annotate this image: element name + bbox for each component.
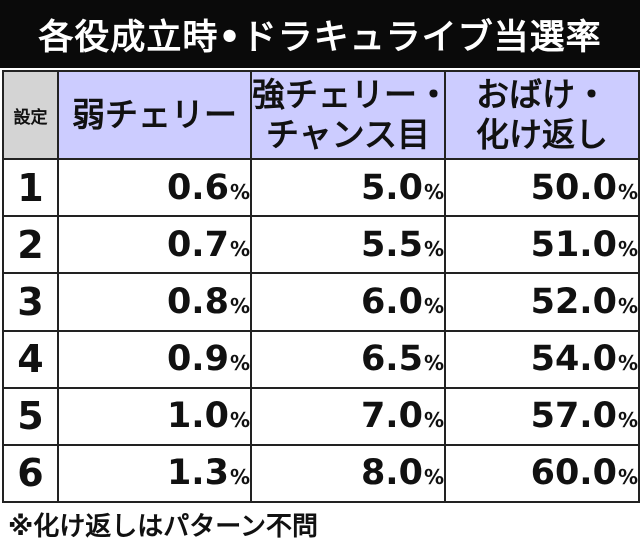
percent-sign: % [617,408,638,433]
table-row: 3 0.8% 6.0% 52.0% [2,272,640,332]
percent-sign: % [617,465,638,490]
rate-value: 60.0 [530,453,617,494]
weak-cherry-rate: 0.8% [57,272,252,332]
obake-bakegaeshi-rate: 57.0% [444,386,640,446]
percent-sign: % [229,294,250,319]
percent-sign: % [229,465,250,490]
setting-cell: 1 [2,158,59,218]
obake-bakegaeshi-header-line-1: おばけ・ [476,75,608,115]
percent-sign: % [423,408,444,433]
obake-bakegaeshi-rate: 51.0% [444,215,640,275]
rate-value: 5.0 [360,167,423,208]
percent-sign: % [423,236,444,261]
footnote: ※化け返しはパターン不問 [8,511,318,542]
rate-value: 50.0 [530,167,617,208]
percent-sign: % [229,179,250,204]
strong-cherry-chance-header: 強チェリー・ チャンス目 [250,69,450,161]
rate-table: 設定 弱チェリー 強チェリー・ チャンス目 おばけ・ 化け返し 1 0.6% 5… [2,69,640,504]
strong-cherry-chance-rate: 7.0% [250,386,446,446]
obake-bakegaeshi-rate: 50.0% [444,158,640,218]
percent-sign: % [229,408,250,433]
rate-value: 0.9 [166,339,229,380]
table-row: 5 1.0% 7.0% 57.0% [2,386,640,446]
percent-sign: % [617,294,638,319]
weak-cherry-rate: 0.7% [57,215,252,275]
percent-sign: % [617,351,638,376]
percent-sign: % [423,465,444,490]
obake-bakegaeshi-rate: 54.0% [444,329,640,389]
setting-cell: 3 [2,272,59,332]
percent-sign: % [423,294,444,319]
table-row: 2 0.7% 5.5% 51.0% [2,215,640,275]
table-row: 4 0.9% 6.5% 54.0% [2,329,640,389]
weak-cherry-header: 弱チェリー [57,69,252,161]
rate-value: 52.0 [530,282,617,323]
weak-cherry-rate: 0.6% [57,158,252,218]
setting-cell: 5 [2,386,59,446]
strong-cherry-chance-header-line-1: 強チェリー・ [252,75,450,115]
strong-cherry-chance-header-line-2: チャンス目 [265,115,430,155]
setting-header: 設定 [2,69,59,161]
percent-sign: % [229,236,250,261]
weak-cherry-rate: 0.9% [57,329,252,389]
rate-value: 54.0 [530,339,617,380]
percent-sign: % [423,351,444,376]
rate-value: 7.0 [360,396,423,437]
obake-bakegaeshi-rate: 52.0% [444,272,640,332]
setting-cell: 2 [2,215,59,275]
weak-cherry-rate: 1.3% [57,443,252,504]
weak-cherry-rate: 1.0% [57,386,252,446]
page-title: 各役成立時•ドラキュライブ当選率 [0,0,640,68]
rate-value: 1.0 [166,396,229,437]
strong-cherry-chance-rate: 5.0% [250,158,446,218]
rate-value: 0.8 [166,282,229,323]
percent-sign: % [617,179,638,204]
rate-value: 5.5 [360,224,423,265]
table-header-row: 設定 弱チェリー 強チェリー・ チャンス目 おばけ・ 化け返し [2,69,640,161]
table-row: 1 0.6% 5.0% 50.0% [2,158,640,218]
percent-sign: % [229,351,250,376]
rate-value: 8.0 [360,453,423,494]
strong-cherry-chance-rate: 6.5% [250,329,446,389]
rate-value: 6.5 [360,339,423,380]
rate-value: 6.0 [360,282,423,323]
rate-value: 1.3 [166,453,229,494]
obake-bakegaeshi-header-line-2: 化け返し [476,115,608,155]
weak-cherry-header-line-1: 弱チェリー [72,95,237,135]
table-row: 6 1.3% 8.0% 60.0% [2,443,640,504]
percent-sign: % [617,236,638,261]
obake-bakegaeshi-rate: 60.0% [444,443,640,504]
rate-value: 51.0 [530,224,617,265]
rate-value: 0.6 [166,167,229,208]
percent-sign: % [423,179,444,204]
rate-value: 0.7 [166,224,229,265]
strong-cherry-chance-rate: 8.0% [250,443,446,504]
strong-cherry-chance-rate: 5.5% [250,215,446,275]
rate-value: 57.0 [530,396,617,437]
setting-cell: 6 [2,443,59,504]
strong-cherry-chance-rate: 6.0% [250,272,446,332]
obake-bakegaeshi-header: おばけ・ 化け返し [444,69,640,161]
setting-cell: 4 [2,329,59,389]
